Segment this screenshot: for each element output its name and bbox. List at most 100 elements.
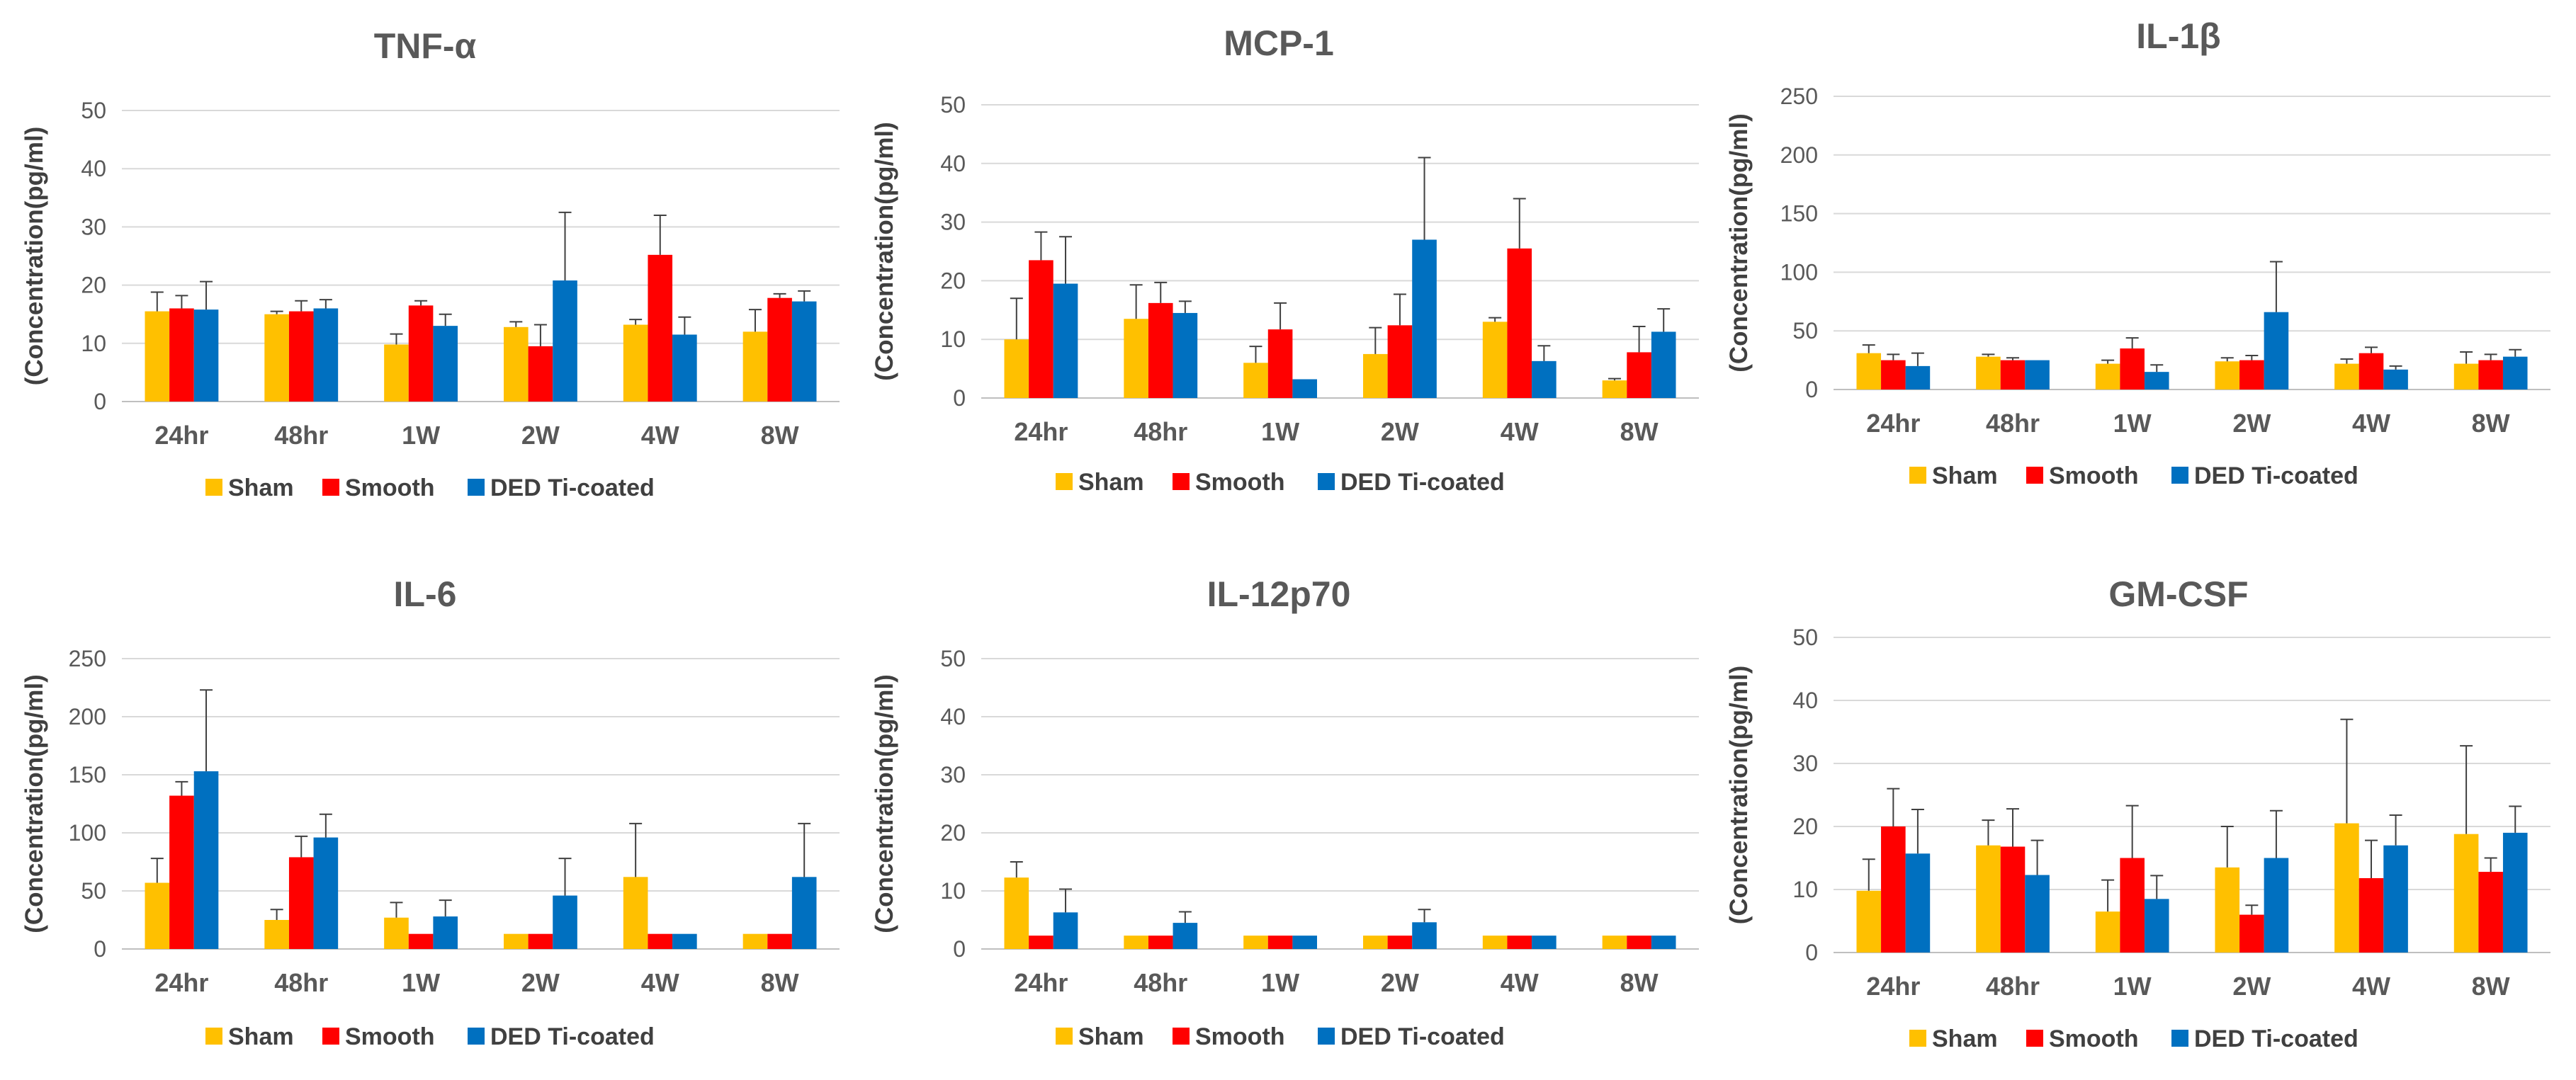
bar [2502, 832, 2528, 953]
legend-swatch [2171, 1030, 2188, 1047]
legend-swatch [205, 1028, 222, 1045]
x-tick-label: 48hr [274, 421, 328, 450]
legend-swatch [468, 1028, 485, 1045]
y-axis-label: (Concentration(pg/ml) [871, 122, 898, 381]
bar [313, 308, 339, 402]
x-tick-label: 48hr [1986, 972, 2040, 1001]
legend-swatch [1318, 1028, 1335, 1045]
bar [648, 254, 673, 402]
x-tick-label: 1W [1261, 968, 1299, 997]
bar [2144, 899, 2169, 953]
bar [433, 326, 458, 402]
bar [1856, 890, 1882, 953]
y-tick-label: 50 [81, 98, 106, 123]
bar [1124, 936, 1148, 949]
legend-label: Smooth [345, 1023, 435, 1050]
bar [553, 280, 577, 402]
legend-swatch [1909, 1030, 1926, 1047]
bar [1507, 248, 1532, 398]
y-tick-label: 40 [81, 156, 106, 181]
bar [1148, 936, 1173, 949]
bar [2383, 845, 2408, 953]
legend-label: DED Ti-coated [1340, 1023, 1505, 1050]
bar [1387, 936, 1413, 949]
bar [408, 305, 434, 402]
legend-label: Smooth [2049, 1025, 2139, 1052]
chart-title: IL-6 [394, 574, 457, 614]
y-tick-label: 20 [1792, 814, 1818, 839]
bar [2215, 361, 2240, 390]
legend-swatch [322, 479, 339, 496]
y-tick-label: 50 [1792, 625, 1818, 650]
bar [1651, 936, 1676, 949]
legend-label: DED Ti-coated [1340, 469, 1505, 496]
chart-panel: IL-1β (Concentration(pg/ml) 0 50 100 150 200 25… [1725, 16, 2550, 489]
chart-title: IL-12p70 [1207, 574, 1351, 614]
x-tick-label: 4W [2352, 972, 2390, 1001]
bar [1976, 845, 2001, 953]
legend-label: Smooth [2049, 462, 2139, 489]
bar [1173, 312, 1198, 398]
bar [1363, 353, 1388, 398]
x-tick-label: 8W [2472, 409, 2510, 438]
bar [1173, 923, 1198, 949]
bar [2264, 312, 2289, 390]
bar [1627, 936, 1651, 949]
y-axis-label: (Concentration(pg/ml) [1725, 113, 1753, 373]
bar [672, 933, 697, 949]
x-tick-label: 1W [402, 421, 440, 450]
bar [767, 297, 792, 402]
legend-swatch [1173, 1028, 1190, 1045]
bar [1029, 936, 1053, 949]
bar [623, 324, 648, 402]
x-tick-label: 8W [761, 968, 799, 997]
bar [1602, 936, 1627, 949]
y-tick-label: 30 [940, 762, 966, 788]
y-tick-label: 100 [1780, 259, 1818, 285]
x-tick-label: 1W [2113, 972, 2152, 1001]
bar [169, 308, 194, 402]
x-tick-label: 1W [1261, 417, 1299, 446]
legend-label: DED Ti-coated [2194, 462, 2358, 489]
y-tick-label: 50 [940, 646, 966, 671]
bar [2478, 360, 2503, 390]
bar [1004, 877, 1029, 949]
bar [2120, 858, 2145, 953]
x-tick-label: 24hr [1014, 417, 1068, 446]
legend-swatch [1056, 473, 1073, 490]
legend-swatch [2171, 467, 2188, 484]
bar [1976, 356, 2001, 390]
bar [384, 917, 409, 949]
x-tick-label: 4W [1501, 968, 1539, 997]
bar [528, 346, 553, 402]
chart-title: MCP-1 [1224, 23, 1334, 63]
y-tick-label: 10 [1792, 877, 1818, 902]
x-tick-label: 4W [641, 968, 679, 997]
bar [145, 311, 170, 402]
x-tick-label: 2W [1381, 968, 1419, 997]
y-tick-label: 150 [69, 762, 106, 788]
x-tick-label: 4W [641, 421, 679, 450]
x-tick-label: 2W [2232, 409, 2271, 438]
chart-title: IL-1β [2136, 16, 2220, 56]
x-tick-label: 24hr [1866, 409, 1920, 438]
legend-label: DED Ti-coated [490, 1023, 655, 1050]
bar [1148, 302, 1173, 398]
legend-label: Sham [228, 474, 294, 501]
bar [2453, 834, 2479, 953]
bar [2025, 875, 2050, 953]
bar [193, 771, 219, 949]
y-tick-label: 40 [940, 151, 966, 176]
chart-panel: TNF-α (Concentration(pg/ml) 0 10 20 30 40 50 24h… [21, 26, 840, 501]
y-tick-label: 10 [940, 878, 966, 904]
bar [193, 309, 219, 402]
bar [672, 334, 697, 402]
x-tick-label: 2W [521, 421, 560, 450]
bar [767, 933, 792, 949]
legend-label: Sham [1078, 1023, 1144, 1050]
y-tick-label: 0 [94, 389, 106, 414]
x-tick-label: 24hr [154, 421, 208, 450]
y-axis-label: (Concentration(pg/ml) [21, 674, 48, 933]
legend-swatch [1056, 1028, 1073, 1045]
